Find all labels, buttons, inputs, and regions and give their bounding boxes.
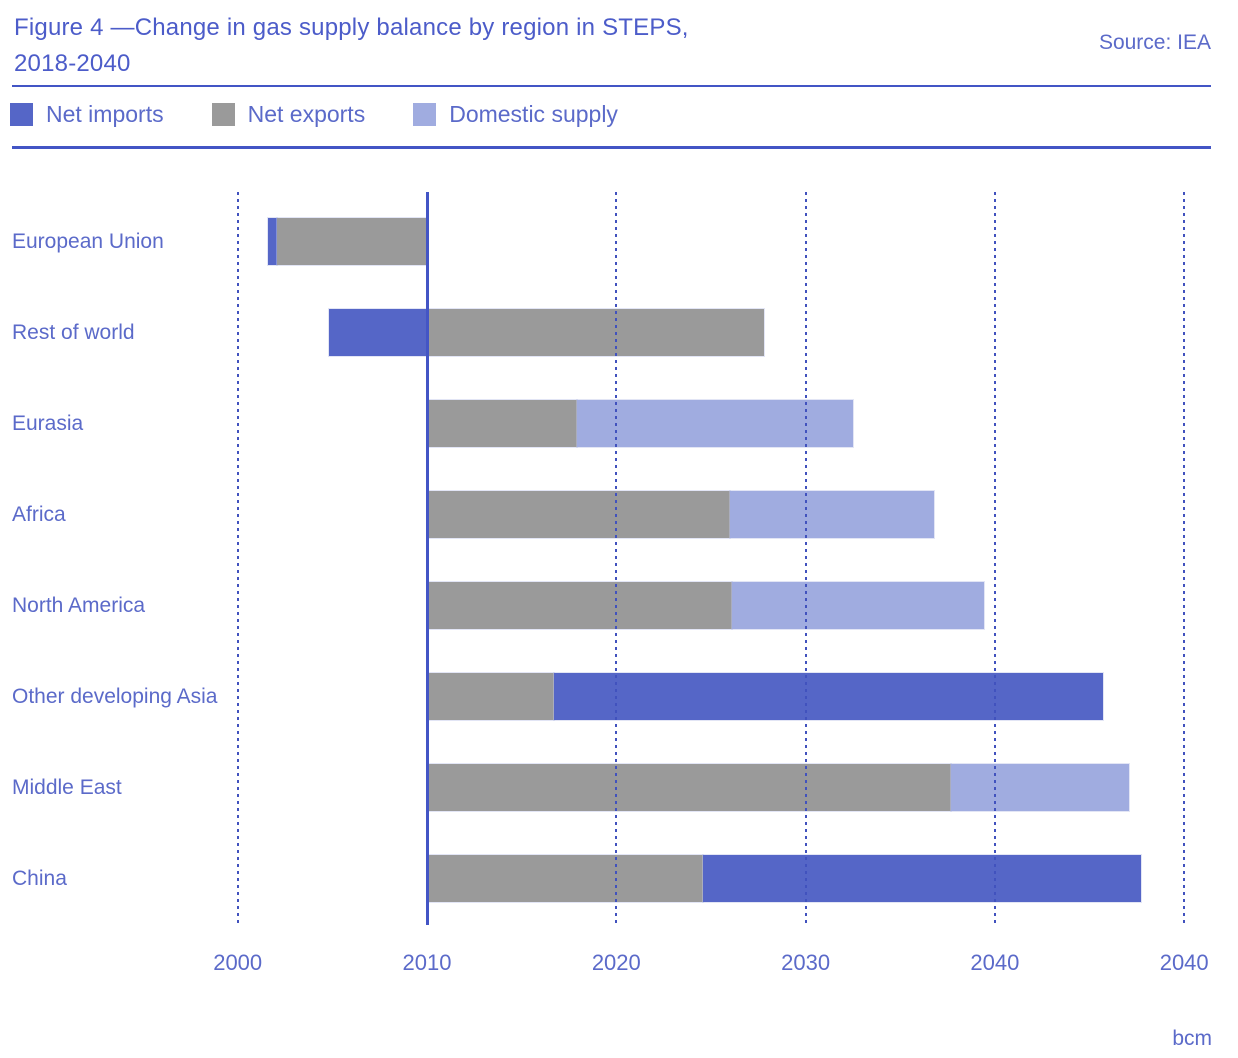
bar-row	[427, 582, 984, 629]
region-label: Rest of world	[12, 320, 135, 344]
region-label: Eurasia	[12, 411, 84, 435]
region-label: Africa	[12, 502, 66, 526]
gridline	[1183, 192, 1186, 925]
legend-item-label: Net exports	[247, 101, 366, 127]
zero-axis-line	[425, 192, 429, 925]
bar-segment-net-exports	[427, 764, 952, 811]
legend-item-net-exports: Net exports	[211, 101, 366, 128]
unit-label: bcm	[1172, 1027, 1212, 1050]
x-tick-label: 2030	[781, 950, 831, 975]
bar-row	[328, 309, 764, 356]
bar-row	[427, 400, 853, 447]
legend-item-domestic-supply: Domestic supply	[413, 101, 618, 128]
region-label: North America	[12, 593, 146, 617]
chart-legend: Net imports Net exports Domestic supply	[10, 101, 618, 128]
bar-segment-net-exports	[427, 400, 577, 447]
region-label: Middle East	[12, 775, 122, 799]
region-label: European Union	[12, 229, 164, 253]
gridline	[993, 192, 996, 925]
bar-segment-net-exports	[427, 582, 732, 629]
source-label: Source: IEA	[1098, 31, 1211, 54]
bar-segment-net-exports	[427, 673, 554, 720]
bar-segment-net-exports	[277, 218, 427, 265]
bar-segment-net-imports	[703, 855, 1141, 902]
top-divider	[12, 85, 1211, 87]
bottom-divider	[12, 146, 1211, 149]
bar-segment-net-imports	[328, 309, 427, 356]
bar-segment-net-exports	[426, 309, 764, 356]
bar-row	[427, 855, 1141, 902]
bar-row	[427, 673, 1103, 720]
bar-segment-domestic-supply	[729, 491, 935, 538]
x-tick-label: 2010	[402, 950, 452, 975]
net-imports-swatch-icon	[10, 103, 33, 126]
gridline	[615, 192, 618, 925]
figure-title-line-2: 2018-2040	[14, 50, 131, 77]
figure-title-line-1: Figure 4 —Change in gas supply balance b…	[14, 14, 689, 41]
bar-segment-domestic-supply	[576, 400, 853, 447]
x-tick-label: 2040	[970, 950, 1020, 975]
legend-item-net-imports: Net imports	[10, 101, 164, 128]
gridline	[804, 192, 807, 925]
bar-row	[427, 491, 935, 538]
x-tick-label: 2020	[591, 950, 641, 975]
legend-item-label: Domestic supply	[449, 101, 618, 127]
bar-segment-domestic-supply	[731, 582, 984, 629]
x-tick-label: 2040	[1159, 950, 1209, 975]
bar-segment-domestic-supply	[951, 764, 1130, 811]
x-tick-label: 2000	[213, 950, 263, 975]
domestic-supply-swatch-icon	[413, 103, 437, 126]
net-exports-swatch-icon	[211, 103, 235, 126]
bar-row	[267, 218, 427, 265]
region-label: China	[12, 866, 67, 890]
region-label: Other developing Asia	[12, 684, 218, 708]
bar-row	[427, 764, 1130, 811]
legend-item-label: Net imports	[46, 101, 164, 127]
bar-segment-net-exports	[427, 491, 730, 538]
bar-segment-net-imports	[267, 218, 278, 265]
gridline	[236, 192, 239, 925]
bar-segment-net-imports	[553, 673, 1103, 720]
bar-segment-net-exports	[427, 855, 704, 902]
